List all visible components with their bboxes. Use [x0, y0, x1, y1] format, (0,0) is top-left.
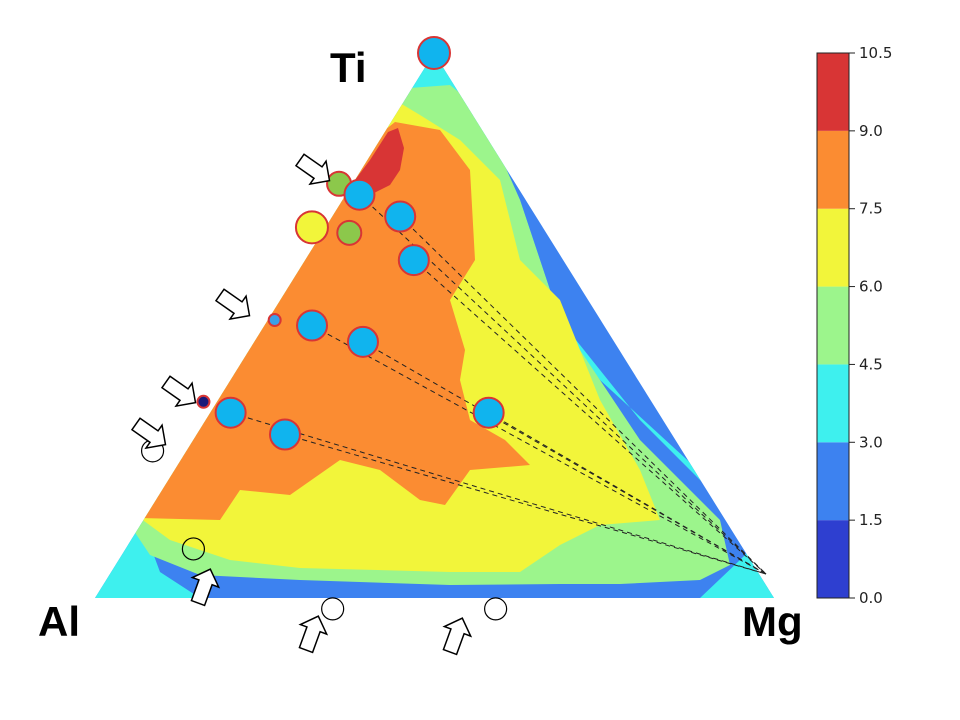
pointer-arrows	[130, 153, 473, 656]
green-point	[336, 219, 363, 246]
arrow-marker	[190, 568, 221, 607]
vertex-label-al: Al	[38, 598, 80, 645]
tie-lines	[230, 194, 767, 575]
arrow-marker	[294, 153, 331, 186]
colorbar-band	[817, 286, 849, 365]
blue-point	[397, 244, 430, 277]
yellow-point	[294, 210, 329, 245]
small-point	[196, 394, 211, 409]
arrow-marker	[298, 615, 329, 654]
arrow-marker	[442, 617, 473, 656]
arrow-marker	[214, 288, 251, 321]
contour-band-cyan	[95, 53, 774, 598]
colorbar-band	[817, 442, 849, 521]
small-point	[267, 313, 282, 328]
colorbar-tick-label: 1.5	[859, 511, 883, 529]
blue-point	[472, 396, 505, 429]
blue-point	[214, 396, 247, 429]
colorbar-tick-label: 9.0	[859, 122, 883, 140]
colorbar-tick-label: 10.5	[859, 44, 892, 62]
colorbar-tick-label: 6.0	[859, 278, 883, 296]
colorbar-band	[817, 53, 849, 131]
colorbar: 0.0 1.5 3.0 4.5 6.0 7.5 9.0 10.5	[816, 44, 892, 607]
open-circle-marker	[181, 537, 206, 561]
blue-point	[417, 36, 451, 70]
contour-fill	[95, 53, 774, 598]
blue-point	[296, 309, 329, 342]
tie-line	[284, 434, 767, 575]
colorbar-tick-label: 4.5	[859, 355, 883, 373]
blue-point	[343, 178, 376, 211]
arrow-marker	[160, 375, 197, 408]
blue-point	[268, 418, 301, 451]
colorbar-band	[817, 520, 849, 598]
vertex-label-mg: Mg	[742, 598, 803, 645]
vertex-label-ti: Ti	[330, 44, 367, 91]
colorbar-tick-label: 7.5	[859, 200, 883, 218]
colorbar-tick-label: 3.0	[859, 433, 883, 451]
tie-line	[230, 412, 767, 575]
blue-point	[346, 325, 379, 358]
colorbar-band	[817, 364, 849, 443]
colorbar-band	[817, 130, 849, 209]
tie-line	[399, 216, 767, 575]
open-circle-marker	[484, 597, 508, 621]
blue-point	[384, 200, 417, 233]
tie-line	[413, 259, 767, 575]
open-circle-marker	[321, 597, 345, 621]
colorbar-tick-label: 0.0	[859, 589, 883, 607]
colorbar-band	[817, 208, 849, 287]
arrow-marker	[130, 417, 167, 450]
colorbar-frame	[816, 52, 850, 599]
